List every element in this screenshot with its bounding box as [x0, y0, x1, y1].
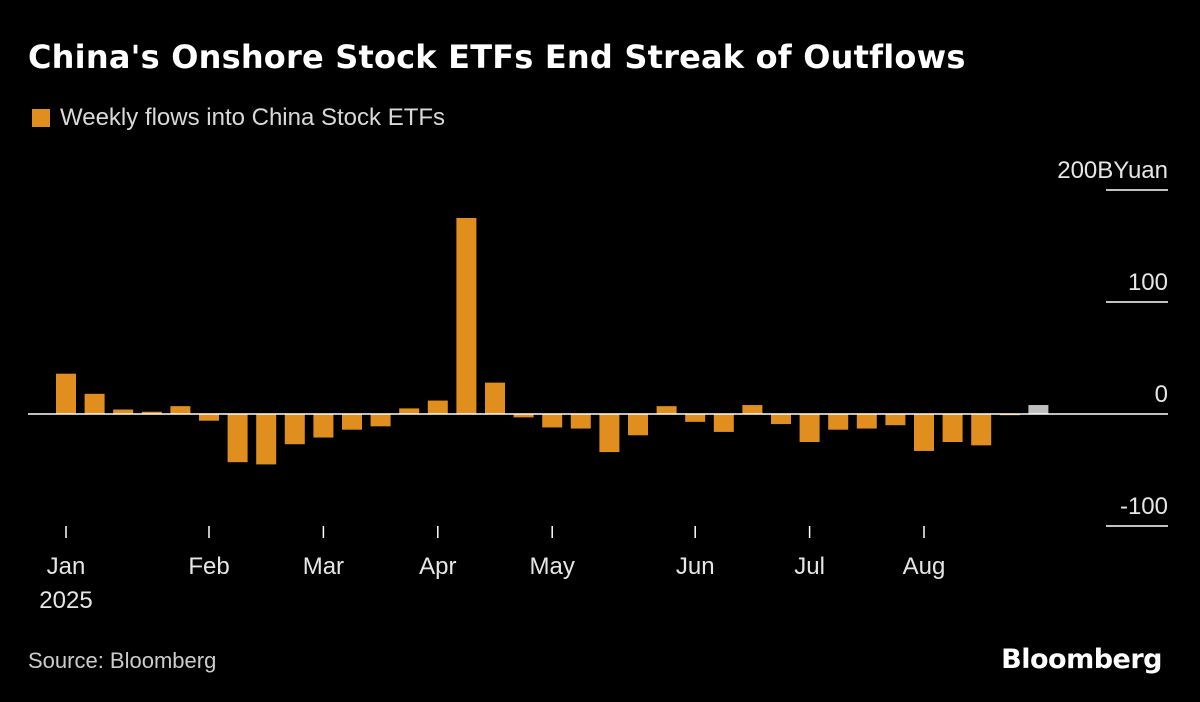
y-tick-label: 0	[1155, 381, 1168, 408]
legend-swatch	[32, 109, 50, 127]
bar	[342, 414, 362, 430]
source-note: Source: Bloomberg	[28, 648, 217, 673]
bar	[971, 414, 992, 446]
bar	[227, 414, 248, 463]
x-tick-label: Feb	[188, 553, 229, 580]
bar	[771, 414, 791, 425]
x-tick-label: Aug	[903, 553, 946, 580]
bar	[856, 414, 877, 429]
bar	[914, 414, 934, 451]
bar	[399, 408, 420, 414]
x-axis-ticks: Jan 2025 Feb Mar Apr May Jun Jul Aug	[39, 526, 945, 614]
y-axis-ticks: 200BYuan 100 0 -100	[1057, 157, 1168, 527]
bar	[113, 409, 134, 414]
bar	[513, 414, 534, 418]
bar	[570, 414, 591, 429]
y-tick-label: 200BYuan	[1057, 157, 1168, 184]
bar	[370, 414, 391, 427]
bar	[799, 414, 820, 442]
bar	[427, 400, 448, 414]
x-tick-year-label: 2025	[39, 587, 92, 614]
bar	[284, 414, 305, 445]
bar	[199, 414, 219, 421]
legend-label: Weekly flows into China Stock ETFs	[60, 104, 446, 131]
bar	[599, 414, 620, 453]
x-tick-label: Apr	[419, 553, 456, 580]
bar	[713, 414, 734, 432]
x-tick-label: Mar	[303, 553, 344, 580]
x-tick-label: Jun	[676, 553, 715, 580]
legend: Weekly flows into China Stock ETFs	[32, 104, 445, 132]
bar-series	[56, 218, 1049, 465]
bar	[628, 414, 648, 436]
y-tick-label: 100	[1128, 269, 1168, 296]
bar	[256, 414, 277, 465]
bar	[456, 218, 477, 414]
bar	[141, 411, 162, 414]
x-tick-label: May	[530, 553, 575, 580]
y-tick-label: -100	[1120, 493, 1168, 520]
bar	[828, 414, 849, 430]
bar	[942, 414, 963, 442]
bar	[313, 414, 334, 438]
x-tick-label: Jan	[47, 553, 86, 580]
bar	[485, 382, 505, 414]
bar	[56, 373, 76, 414]
bar	[84, 393, 105, 414]
x-tick-label: Jul	[794, 553, 825, 580]
bar	[685, 414, 706, 422]
bar	[170, 406, 191, 414]
chart-title: China's Onshore Stock ETFs End Streak of…	[28, 38, 966, 76]
bloomberg-logo: Bloomberg	[1001, 644, 1162, 675]
bar	[1028, 405, 1049, 414]
bar	[742, 405, 763, 414]
bar	[885, 414, 906, 426]
bar	[542, 414, 563, 428]
bar	[656, 406, 677, 414]
